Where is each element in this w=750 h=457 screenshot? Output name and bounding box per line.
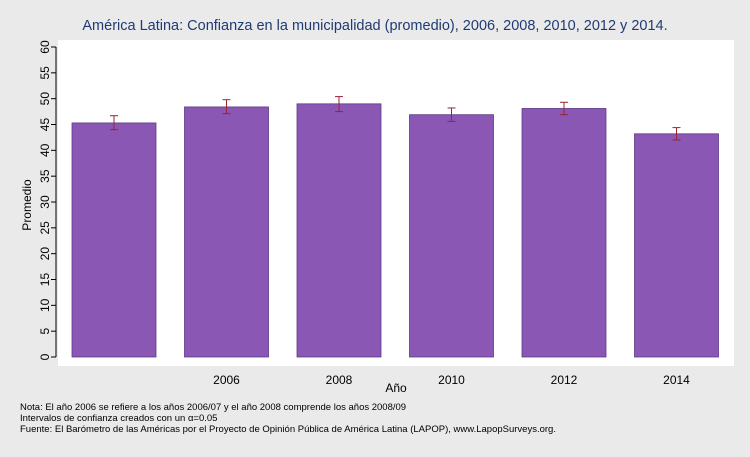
x-tick-label: 2008 (326, 373, 353, 387)
chart-title: América Latina: Confianza en la municipa… (82, 18, 667, 34)
y-axis: 0 5 10 15 20 25 30 35 40 45 50 55 60 (38, 40, 57, 360)
footnote-period: Nota: El año 2006 se refiere a los años … (20, 402, 406, 413)
y-tick-label: 55 (38, 66, 52, 80)
y-tick-label: 20 (38, 247, 52, 261)
y-axis-label: Promedio (20, 179, 34, 231)
x-tick-label: 2012 (551, 373, 578, 387)
bar (296, 103, 382, 358)
plot-area (58, 40, 734, 366)
y-tick-label: 0 (38, 353, 52, 360)
footnotes: Nota: El año 2006 se refiere a los años … (20, 402, 556, 435)
bar (521, 108, 607, 358)
y-tick-label: 10 (38, 298, 52, 312)
y-tick-label: 25 (38, 221, 52, 235)
footnote-confidence: Intervalos de confianza creados con un α… (20, 413, 217, 424)
y-tick-label: 50 (38, 92, 52, 106)
y-tick-label: 5 (38, 328, 52, 335)
y-tick-label: 40 (38, 143, 52, 157)
x-axis-label: Año (385, 381, 407, 395)
x-tick-label: 2006 (213, 373, 240, 387)
bar (634, 133, 719, 358)
bar (409, 114, 494, 358)
y-tick-label: 45 (38, 118, 52, 132)
y-tick-label: 60 (38, 40, 52, 54)
y-tick-label: 35 (38, 169, 52, 183)
x-tick-label: 2014 (663, 373, 690, 387)
y-tick-label: 30 (38, 195, 52, 209)
footnote-source: Fuente: El Barómetro de las Américas por… (20, 424, 556, 435)
y-tick-label: 15 (38, 273, 52, 287)
bar (71, 122, 157, 358)
x-tick-label: 2010 (438, 373, 465, 387)
bars (71, 103, 719, 358)
x-axis: 2006 2008 2010 2012 2014 (213, 373, 690, 387)
bar (184, 106, 269, 358)
error-bars (110, 96, 681, 141)
